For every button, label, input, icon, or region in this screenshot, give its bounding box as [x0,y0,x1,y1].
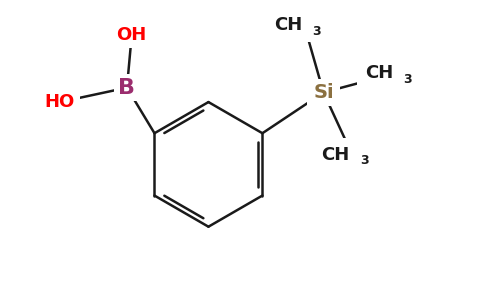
FancyBboxPatch shape [266,9,343,42]
Text: HO: HO [45,93,75,111]
FancyBboxPatch shape [307,79,340,106]
Text: 3: 3 [403,73,412,85]
FancyBboxPatch shape [114,74,140,101]
FancyBboxPatch shape [111,22,152,48]
Text: CH: CH [321,146,350,164]
Text: 3: 3 [360,154,368,167]
FancyBboxPatch shape [40,89,80,115]
FancyBboxPatch shape [314,138,391,172]
Text: Si: Si [313,83,334,102]
Text: CH: CH [273,16,302,34]
FancyBboxPatch shape [357,56,434,90]
Text: 3: 3 [312,25,320,38]
Text: OH: OH [117,26,147,44]
Text: CH: CH [365,64,393,82]
Text: B: B [119,78,136,98]
